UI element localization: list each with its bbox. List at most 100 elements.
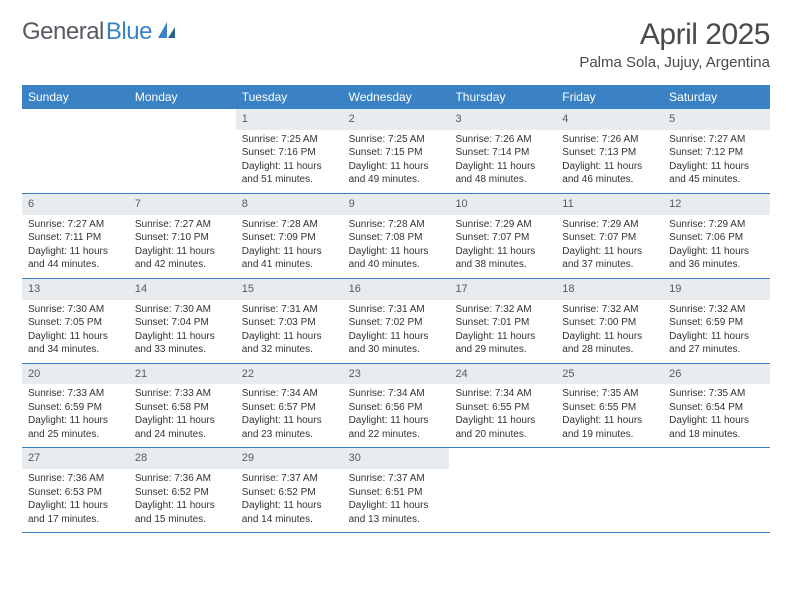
- day-number: 16: [343, 279, 450, 300]
- day-cell: 7Sunrise: 7:27 AMSunset: 7:10 PMDaylight…: [129, 194, 236, 278]
- sunrise-text: Sunrise: 7:28 AM: [349, 218, 444, 232]
- day-cell: 30Sunrise: 7:37 AMSunset: 6:51 PMDayligh…: [343, 448, 450, 532]
- day-cell: 23Sunrise: 7:34 AMSunset: 6:56 PMDayligh…: [343, 364, 450, 448]
- day-body: Sunrise: 7:25 AMSunset: 7:15 PMDaylight:…: [343, 130, 450, 193]
- day-number: 21: [129, 364, 236, 385]
- day-number: 9: [343, 194, 450, 215]
- sunrise-text: Sunrise: 7:37 AM: [349, 472, 444, 486]
- day-body: Sunrise: 7:26 AMSunset: 7:13 PMDaylight:…: [556, 130, 663, 193]
- daylight-text: Daylight: 11 hours and 33 minutes.: [135, 330, 230, 357]
- day-body: Sunrise: 7:37 AMSunset: 6:52 PMDaylight:…: [236, 469, 343, 532]
- day-cell: 27Sunrise: 7:36 AMSunset: 6:53 PMDayligh…: [22, 448, 129, 532]
- sunrise-text: Sunrise: 7:35 AM: [669, 387, 764, 401]
- day-number: 17: [449, 279, 556, 300]
- day-number: 1: [236, 109, 343, 130]
- sunset-text: Sunset: 7:13 PM: [562, 146, 657, 160]
- sunset-text: Sunset: 7:00 PM: [562, 316, 657, 330]
- day-cell: 25Sunrise: 7:35 AMSunset: 6:55 PMDayligh…: [556, 364, 663, 448]
- sunset-text: Sunset: 6:52 PM: [135, 486, 230, 500]
- sunrise-text: Sunrise: 7:31 AM: [242, 303, 337, 317]
- sunrise-text: Sunrise: 7:32 AM: [455, 303, 550, 317]
- sunset-text: Sunset: 6:56 PM: [349, 401, 444, 415]
- sunrise-text: Sunrise: 7:32 AM: [562, 303, 657, 317]
- sunrise-text: Sunrise: 7:25 AM: [349, 133, 444, 147]
- daylight-text: Daylight: 11 hours and 37 minutes.: [562, 245, 657, 272]
- day-body: Sunrise: 7:36 AMSunset: 6:53 PMDaylight:…: [22, 469, 129, 532]
- sunrise-text: Sunrise: 7:32 AM: [669, 303, 764, 317]
- day-body: Sunrise: 7:29 AMSunset: 7:06 PMDaylight:…: [663, 215, 770, 278]
- sunrise-text: Sunrise: 7:29 AM: [455, 218, 550, 232]
- sunset-text: Sunset: 6:52 PM: [242, 486, 337, 500]
- sunset-text: Sunset: 7:04 PM: [135, 316, 230, 330]
- day-body: Sunrise: 7:30 AMSunset: 7:04 PMDaylight:…: [129, 300, 236, 363]
- sunset-text: Sunset: 7:07 PM: [455, 231, 550, 245]
- sunset-text: Sunset: 7:05 PM: [28, 316, 123, 330]
- day-number: 11: [556, 194, 663, 215]
- sunrise-text: Sunrise: 7:37 AM: [242, 472, 337, 486]
- day-number: 10: [449, 194, 556, 215]
- daylight-text: Daylight: 11 hours and 14 minutes.: [242, 499, 337, 526]
- sunset-text: Sunset: 7:15 PM: [349, 146, 444, 160]
- sunset-text: Sunset: 7:08 PM: [349, 231, 444, 245]
- day-body: Sunrise: 7:32 AMSunset: 6:59 PMDaylight:…: [663, 300, 770, 363]
- day-body: Sunrise: 7:33 AMSunset: 6:58 PMDaylight:…: [129, 384, 236, 447]
- day-body: Sunrise: 7:29 AMSunset: 7:07 PMDaylight:…: [556, 215, 663, 278]
- daylight-text: Daylight: 11 hours and 15 minutes.: [135, 499, 230, 526]
- day-cell: 17Sunrise: 7:32 AMSunset: 7:01 PMDayligh…: [449, 279, 556, 363]
- daylight-text: Daylight: 11 hours and 51 minutes.: [242, 160, 337, 187]
- daylight-text: Daylight: 11 hours and 38 minutes.: [455, 245, 550, 272]
- daylight-text: Daylight: 11 hours and 49 minutes.: [349, 160, 444, 187]
- day-number: 29: [236, 448, 343, 469]
- daylight-text: Daylight: 11 hours and 40 minutes.: [349, 245, 444, 272]
- day-number: 3: [449, 109, 556, 130]
- day-number-empty: [22, 109, 129, 130]
- sunrise-text: Sunrise: 7:28 AM: [242, 218, 337, 232]
- day-cell: [556, 448, 663, 532]
- day-body: Sunrise: 7:29 AMSunset: 7:07 PMDaylight:…: [449, 215, 556, 278]
- day-cell: 2Sunrise: 7:25 AMSunset: 7:15 PMDaylight…: [343, 109, 450, 193]
- day-number-empty: [556, 448, 663, 469]
- sunset-text: Sunset: 7:14 PM: [455, 146, 550, 160]
- week-row: 27Sunrise: 7:36 AMSunset: 6:53 PMDayligh…: [22, 448, 770, 533]
- sunrise-text: Sunrise: 7:26 AM: [562, 133, 657, 147]
- sunset-text: Sunset: 7:16 PM: [242, 146, 337, 160]
- day-number-empty: [129, 109, 236, 130]
- dow-monday: Monday: [129, 85, 236, 109]
- sail-icon: [156, 20, 178, 45]
- day-number: 4: [556, 109, 663, 130]
- day-body: Sunrise: 7:30 AMSunset: 7:05 PMDaylight:…: [22, 300, 129, 363]
- sunrise-text: Sunrise: 7:34 AM: [349, 387, 444, 401]
- week-row: 6Sunrise: 7:27 AMSunset: 7:11 PMDaylight…: [22, 194, 770, 279]
- sunset-text: Sunset: 6:51 PM: [349, 486, 444, 500]
- sunset-text: Sunset: 6:57 PM: [242, 401, 337, 415]
- sunrise-text: Sunrise: 7:25 AM: [242, 133, 337, 147]
- day-body: Sunrise: 7:32 AMSunset: 7:01 PMDaylight:…: [449, 300, 556, 363]
- sunset-text: Sunset: 6:55 PM: [455, 401, 550, 415]
- daylight-text: Daylight: 11 hours and 36 minutes.: [669, 245, 764, 272]
- day-body: Sunrise: 7:33 AMSunset: 6:59 PMDaylight:…: [22, 384, 129, 447]
- calendar-page: GeneralBlue April 2025 Palma Sola, Jujuy…: [0, 0, 792, 533]
- location-label: Palma Sola, Jujuy, Argentina: [579, 54, 770, 71]
- sunset-text: Sunset: 7:09 PM: [242, 231, 337, 245]
- day-body: Sunrise: 7:34 AMSunset: 6:56 PMDaylight:…: [343, 384, 450, 447]
- sunrise-text: Sunrise: 7:27 AM: [669, 133, 764, 147]
- daylight-text: Daylight: 11 hours and 42 minutes.: [135, 245, 230, 272]
- day-number: 30: [343, 448, 450, 469]
- sunset-text: Sunset: 7:06 PM: [669, 231, 764, 245]
- daylight-text: Daylight: 11 hours and 44 minutes.: [28, 245, 123, 272]
- day-number: 7: [129, 194, 236, 215]
- week-row: 20Sunrise: 7:33 AMSunset: 6:59 PMDayligh…: [22, 364, 770, 449]
- sunset-text: Sunset: 6:54 PM: [669, 401, 764, 415]
- sunset-text: Sunset: 6:53 PM: [28, 486, 123, 500]
- daylight-text: Daylight: 11 hours and 25 minutes.: [28, 414, 123, 441]
- day-body: Sunrise: 7:34 AMSunset: 6:55 PMDaylight:…: [449, 384, 556, 447]
- daylight-text: Daylight: 11 hours and 30 minutes.: [349, 330, 444, 357]
- day-cell: [663, 448, 770, 532]
- sunrise-text: Sunrise: 7:29 AM: [669, 218, 764, 232]
- day-number: 19: [663, 279, 770, 300]
- day-body: Sunrise: 7:32 AMSunset: 7:00 PMDaylight:…: [556, 300, 663, 363]
- day-cell: 8Sunrise: 7:28 AMSunset: 7:09 PMDaylight…: [236, 194, 343, 278]
- day-body: Sunrise: 7:34 AMSunset: 6:57 PMDaylight:…: [236, 384, 343, 447]
- daylight-text: Daylight: 11 hours and 32 minutes.: [242, 330, 337, 357]
- month-title: April 2025: [579, 18, 770, 52]
